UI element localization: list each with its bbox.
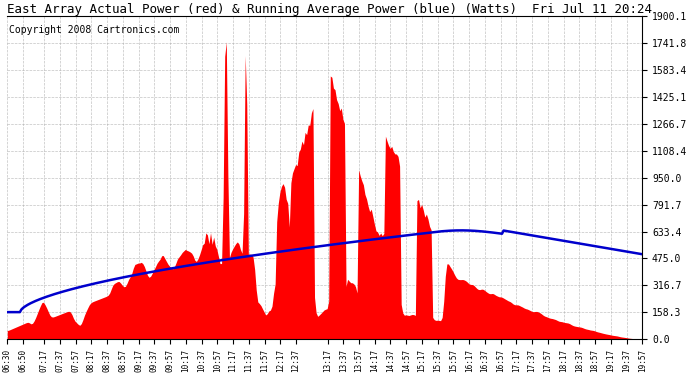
Text: Copyright 2008 Cartronics.com: Copyright 2008 Cartronics.com [8, 26, 179, 36]
Text: East Array Actual Power (red) & Running Average Power (blue) (Watts)  Fri Jul 11: East Array Actual Power (red) & Running … [8, 3, 652, 16]
